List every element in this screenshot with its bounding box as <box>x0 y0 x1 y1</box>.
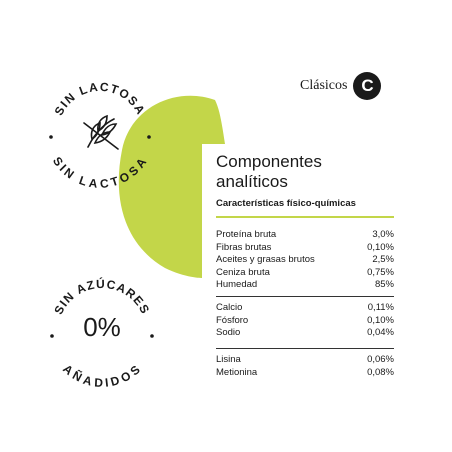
row-value: 0,11% <box>367 302 394 313</box>
table-row: Fósforo 0,10% <box>216 315 394 328</box>
row-label: Ceniza bruta <box>216 266 270 278</box>
brand-label: Clásicos <box>300 78 348 93</box>
row-label: Humedad <box>216 279 258 290</box>
panel-title: Componentes analíticos <box>216 152 396 192</box>
row-value: 0,06% <box>367 354 394 365</box>
row-value: 0,04% <box>367 327 394 338</box>
sin-azucares-bottom-text: AÑADIDOS <box>60 362 144 390</box>
row-label: Proteína bruta <box>216 229 277 240</box>
sin-lactosa-top-text: SIN LACTOSA <box>52 80 149 118</box>
row-value: 0,08% <box>367 366 394 378</box>
row-value: 0,10% <box>367 314 394 326</box>
sin-lactosa-bottom-text: SIN LACTOSA <box>50 154 150 191</box>
group-divider <box>216 296 394 297</box>
panel-title-line2: analíticos <box>216 172 288 191</box>
table-row: Calcio 0,11% <box>216 302 394 315</box>
row-value: 0,75% <box>367 266 394 278</box>
nutrient-group-minerals: Calcio 0,11% Fósforo 0,10% Sodio 0,04% <box>216 302 394 340</box>
row-value: 85% <box>374 279 394 290</box>
row-label: Sodio <box>216 327 241 338</box>
panel-subtitle: Características físico-químicas <box>216 198 356 209</box>
table-row: Humedad 85% <box>216 279 394 292</box>
analytic-components-panel: Componentes analíticos Características f… <box>202 144 398 394</box>
row-label: Fósforo <box>216 314 249 326</box>
brand-mark: Clásicos C <box>300 72 382 100</box>
sin-lactosa-badge: SIN LACTOSA SIN LACTOSA <box>49 80 151 191</box>
accent-divider <box>216 216 394 218</box>
row-label: Metionina <box>216 366 258 378</box>
row-label: Aceites y grasas brutos <box>216 254 315 265</box>
row-value: 2,5% <box>372 254 394 265</box>
sin-azucares-badge: SIN AZÚCARES AÑADIDOS <box>50 276 154 390</box>
group-divider <box>216 348 394 349</box>
table-row: Lisina 0,06% <box>216 354 394 367</box>
table-row: Aceites y grasas brutos 2,5% <box>216 254 394 267</box>
table-row: Sodio 0,04% <box>216 327 394 340</box>
row-label: Lisina <box>216 354 241 365</box>
zero-percent-label: 0% <box>83 312 121 342</box>
sin-azucares-top-text: SIN AZÚCARES <box>51 276 152 317</box>
table-row: Fibras brutas 0,10% <box>216 242 394 255</box>
panel-title-line1: Componentes <box>216 152 322 171</box>
crossed-wheat-icon <box>83 114 119 150</box>
nutrient-group-main: Proteína bruta 3,0% Fibras brutas 0,10% Ac… <box>216 229 394 292</box>
table-row: Ceniza bruta 0,75% <box>216 267 394 280</box>
row-label: Fibras brutas <box>216 241 272 253</box>
row-value: 3,0% <box>372 229 394 240</box>
row-label: Calcio <box>216 302 243 313</box>
row-value: 0,10% <box>367 241 394 253</box>
brand-circle-logo: C <box>353 72 382 100</box>
table-row: Metionina 0,08% <box>216 367 394 380</box>
nutrient-group-aminoacids: Lisina 0,06% Metionina 0,08% <box>216 354 394 379</box>
table-row: Proteína bruta 3,0% <box>216 229 394 242</box>
